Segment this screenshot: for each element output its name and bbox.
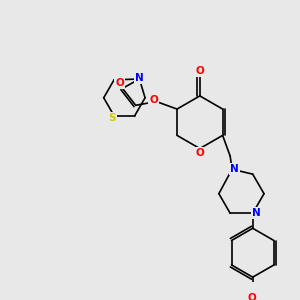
Text: O: O <box>115 78 124 88</box>
Text: N: N <box>135 73 144 83</box>
Text: S: S <box>108 112 116 123</box>
Text: O: O <box>196 148 204 158</box>
Text: O: O <box>196 65 204 76</box>
Text: N: N <box>252 208 261 218</box>
Text: O: O <box>149 95 158 105</box>
Text: N: N <box>230 164 239 174</box>
Text: O: O <box>248 293 256 300</box>
